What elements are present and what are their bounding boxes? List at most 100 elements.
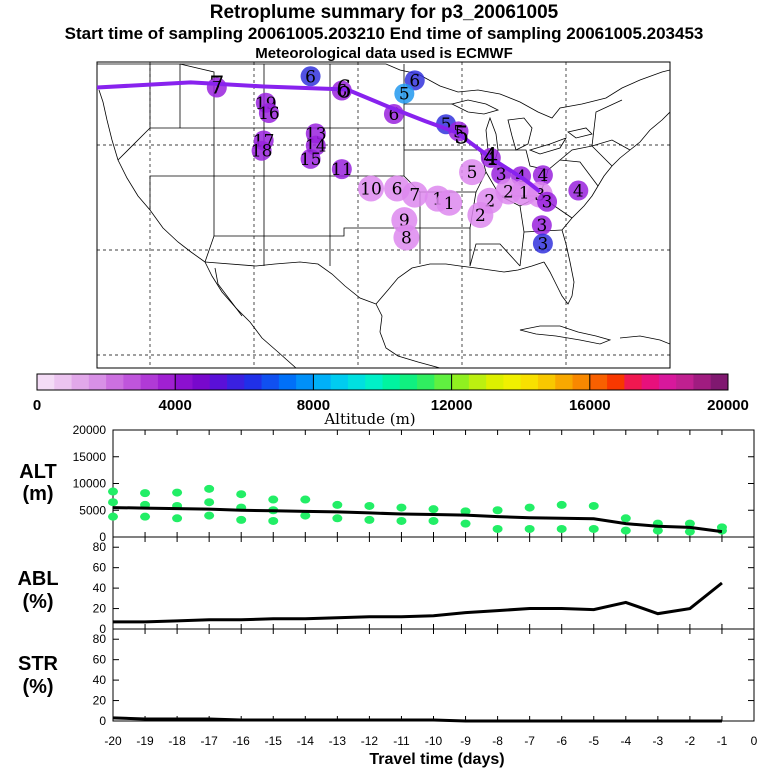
colorbar-tick-label-1: 4000	[159, 397, 192, 414]
alt-particle-34	[556, 500, 567, 509]
alt-ytick-label-4: 20000	[73, 423, 107, 437]
alt-particle-17	[268, 516, 279, 525]
alt-particle-21	[332, 514, 343, 523]
plume-point-27	[568, 180, 589, 201]
colorbar-cell-27	[503, 374, 522, 390]
abl-ytick-label-3: 60	[93, 561, 107, 575]
colorbar-cell-23	[434, 374, 452, 390]
plume-point-label-34: 3	[536, 216, 547, 236]
alt-particle-35	[556, 524, 567, 533]
x-tick-label-3: -17	[200, 734, 218, 748]
plume-point-31	[537, 191, 558, 212]
colorbar-cell-20	[382, 374, 401, 390]
colorbar-cell-39	[710, 374, 729, 390]
colorbar-tick-label-5: 20000	[707, 397, 749, 414]
x-tick-label-7: -13	[329, 734, 347, 748]
alt-particle-19	[300, 511, 311, 520]
map-frame	[96, 61, 671, 369]
colorbar-cell-17	[330, 374, 349, 390]
colorbar-cells	[37, 374, 729, 390]
alt-particle-28	[460, 507, 471, 516]
alt-particle-32	[524, 503, 535, 512]
colorbar-cell-24	[451, 374, 470, 390]
plume-point-label-22: 6	[392, 179, 403, 199]
abl-x-ticks	[112, 537, 755, 629]
alt-particle-37	[588, 524, 599, 533]
plume-point-label-24: 2	[503, 183, 514, 203]
plume-point-label-20: 4	[537, 166, 548, 186]
colorbar-cell-38	[693, 374, 712, 390]
plume-point-label-14: 15	[300, 150, 322, 170]
colorbar-tick-labels: 0 4000 8000 12000 16000 20000	[33, 374, 749, 414]
alt-panel: ALT (m) 0 5000 10000 15000 20000	[19, 423, 755, 544]
plume-point-label-1: 6	[336, 82, 347, 102]
colorbar-cell-21	[399, 374, 418, 390]
plume-point-label-21: 10	[360, 179, 382, 199]
plume-point-label-36: 3	[537, 235, 548, 255]
colorbar-cell-2	[71, 374, 90, 390]
x-tick-label-14: -6	[556, 734, 567, 748]
alt-particle-5	[140, 512, 151, 521]
plume-point-label-35: 8	[401, 228, 412, 248]
str-ytick-label-3: 60	[93, 653, 107, 667]
alt-y-ticks: 0 5000 10000 15000 20000	[73, 423, 754, 544]
x-tick-label-19: -1	[717, 734, 728, 748]
trajectory-day-label-0: 7	[209, 71, 224, 99]
alt-particle-6	[172, 488, 183, 497]
plume-point-label-23: 7	[409, 186, 420, 206]
plume-point-label-18: 3	[496, 165, 507, 185]
alt-particle-43	[684, 527, 695, 536]
plume-point-35	[393, 224, 420, 251]
abl-ytick-label-2: 40	[93, 581, 107, 595]
colorbar-title: Altitude (m)	[323, 410, 415, 428]
alt-particle-11	[204, 511, 215, 520]
str-panel: STR (%) 0 20 40 60 80	[18, 628, 755, 728]
x-tick-label-16: -4	[620, 734, 631, 748]
colorbar-cell-19	[365, 374, 383, 390]
str-panel-label: STR	[18, 653, 59, 675]
alt-particle-24	[396, 503, 407, 512]
plume-point-label-5: 6	[389, 105, 400, 125]
x-tick-label-8: -12	[361, 734, 379, 748]
x-axis-title: Travel time (days)	[369, 751, 504, 768]
plume-point-label-29: 1	[444, 194, 455, 214]
alt-particle-18	[300, 495, 311, 504]
colorbar-cell-36	[658, 374, 677, 390]
str-ytick-label-1: 20	[93, 694, 107, 708]
time-series-panels: ALT (m) 0 5000 10000 15000 20000 ABL (%) 0 20…	[17, 423, 757, 768]
str-ytick-label-4: 80	[93, 632, 107, 646]
colorbar-tick-label-3: 12000	[431, 397, 473, 414]
abl-y-ticks: 0 20 40 60 80	[93, 540, 754, 636]
colorbar-cell-0	[37, 374, 55, 390]
colorbar-cell-15	[296, 374, 314, 390]
colorbar-cell-34	[624, 374, 643, 390]
plume-point-label-0: 7	[211, 79, 222, 99]
abl-panel: ABL (%) 0 20 40 60 80	[17, 536, 755, 636]
plume-point-label-25: 1	[519, 184, 530, 204]
alt-particle-23	[364, 515, 375, 524]
alt-particle-42	[684, 519, 695, 528]
plume-point-2	[300, 66, 321, 87]
alt-particle-22	[364, 501, 375, 510]
colorbar-cell-4	[106, 374, 124, 390]
colorbar-tick-label-4: 16000	[569, 397, 611, 414]
colorbar-tick-label-0: 0	[33, 397, 41, 414]
str-ytick-label-2: 40	[93, 673, 107, 687]
abl-line	[113, 581, 723, 624]
colorbar-cell-16	[313, 374, 332, 390]
plume-point-34	[531, 215, 552, 236]
colorbar-cell-37	[676, 374, 694, 390]
trajectory-line	[96, 80, 542, 194]
alt-panel-unit: (m)	[22, 483, 53, 505]
x-tick-label-13: -7	[524, 734, 535, 748]
colorbar-cell-31	[572, 374, 591, 390]
alt-ytick-label-0: 0	[99, 530, 106, 544]
x-tick-labels: -20 -19 -18 -17 -16 -15 -14 -13 -12 -11 -10 -9 -8 -7-…	[104, 734, 757, 748]
abl-panel-unit: (%)	[22, 591, 53, 613]
plume-point-36	[532, 233, 553, 254]
plume-point-20	[532, 165, 553, 186]
alt-ytick-label-1: 5000	[79, 503, 106, 517]
colorbar-cell-28	[520, 374, 539, 390]
abl-ytick-label-0: 0	[99, 622, 106, 636]
